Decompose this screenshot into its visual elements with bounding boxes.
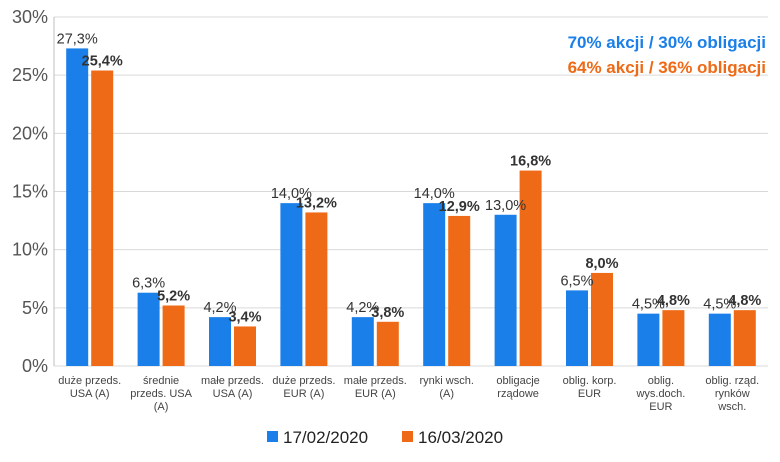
data-label-blue-5: 4,2% <box>346 300 379 316</box>
category-label-line: obligacje <box>496 375 539 387</box>
data-label-blue-4: 14,0% <box>271 186 312 202</box>
category-label-line: USA (A) <box>213 388 253 400</box>
data-label-blue-3: 4,2% <box>203 300 236 316</box>
category-label-line: średnie <box>143 375 179 387</box>
category-label-line: wys.doch. <box>635 388 685 400</box>
bar-orange-3 <box>234 326 256 366</box>
category-label-line: duże przeds. <box>272 375 335 387</box>
legend-swatch-orange <box>402 431 413 442</box>
bar-blue-5 <box>351 317 374 366</box>
category-label-3: małe przeds. USA (A) <box>201 375 264 400</box>
category-label-line: EUR (A) <box>355 388 396 400</box>
data-label-blue-7: 13,0% <box>485 198 526 214</box>
bar-orange-2 <box>162 305 185 366</box>
legend: 17/02/2020 16/03/2020 <box>267 428 503 447</box>
y-tick-label: 20% <box>12 123 48 143</box>
data-label-blue-10: 4,5% <box>703 297 736 313</box>
bar-orange-9 <box>662 310 685 366</box>
category-label-line: wsch. <box>717 401 746 413</box>
category-label-2: średnie przeds. USA (A) <box>130 375 192 413</box>
data-labels: 27,3%25,4%6,3%5,2%4,2%3,4%14,0%13,2%4,2%… <box>57 31 762 325</box>
category-label-line: EUR (A) <box>283 388 324 400</box>
legend-label-series-1: 17/02/2020 <box>283 428 368 447</box>
bar-blue-1 <box>66 48 89 366</box>
y-tick-label: 30% <box>12 7 48 27</box>
legend-swatch-blue <box>267 431 278 442</box>
data-label-orange-1: 25,4% <box>82 54 123 70</box>
data-label-orange-4: 13,2% <box>296 195 337 211</box>
data-label-orange-5: 3,8% <box>371 305 404 321</box>
category-label-1: duże przeds. USA (A) <box>58 375 121 400</box>
category-label-line: przeds. USA <box>130 388 192 400</box>
category-labels: duże przeds. USA (A)średnie przeds. USA (A)… <box>58 375 759 413</box>
category-label-8: oblig. korp. EUR <box>563 375 617 400</box>
bar-orange-7 <box>519 170 542 366</box>
y-tick-label: 25% <box>12 65 48 85</box>
bar-orange-4 <box>305 212 328 366</box>
data-label-orange-9: 4,8% <box>657 293 690 309</box>
data-label-orange-6: 12,9% <box>439 199 480 215</box>
data-label-blue-1: 27,3% <box>57 31 98 47</box>
annotation-orange: 64% akcji / 36% obligacji <box>568 58 766 77</box>
y-tick-label: 10% <box>12 240 48 260</box>
data-label-orange-3: 3,4% <box>228 309 261 325</box>
category-label-line: rynki wsch. <box>419 375 473 387</box>
bar-orange-10 <box>733 310 756 366</box>
category-label-5: małe przeds. EUR (A) <box>344 375 407 400</box>
category-label-line: rządowe <box>497 388 539 400</box>
bar-blue-6 <box>423 203 446 366</box>
axes: 0% 5% 10% 15% 20% 25% 30% <box>12 7 768 376</box>
bars <box>66 48 756 366</box>
data-label-blue-8: 6,5% <box>560 273 593 289</box>
data-label-orange-8: 8,0% <box>585 256 618 272</box>
category-label-line: małe przeds. <box>201 375 264 387</box>
data-label-blue-9: 4,5% <box>632 297 665 313</box>
bar-blue-2 <box>137 292 160 366</box>
category-label-6: rynki wsch. (A) <box>419 375 473 400</box>
bar-orange-5 <box>376 321 399 366</box>
bar-blue-8 <box>566 290 588 366</box>
category-label-line: małe przeds. <box>344 375 407 387</box>
y-tick-label: 5% <box>22 298 48 318</box>
category-label-line: rynków <box>715 388 750 400</box>
y-tick-label: 0% <box>22 356 48 376</box>
category-label-line: USA (A) <box>70 388 110 400</box>
annotation-blue: 70% akcji / 30% obligacji <box>568 33 766 52</box>
data-label-orange-2: 5,2% <box>157 289 190 305</box>
bar-blue-4 <box>280 203 303 366</box>
bar-orange-1 <box>91 70 114 366</box>
y-tick-label: 15% <box>12 182 48 202</box>
category-label-line: EUR <box>578 388 601 400</box>
legend-label-series-2: 16/03/2020 <box>418 428 503 447</box>
bar-blue-3 <box>209 317 231 366</box>
category-label-7: obligacje rządowe <box>496 375 539 400</box>
data-label-orange-7: 16,8% <box>510 154 551 170</box>
bar-blue-10 <box>708 313 731 366</box>
bar-orange-6 <box>448 215 471 366</box>
bar-orange-8 <box>591 272 613 366</box>
data-label-blue-2: 6,3% <box>132 276 165 292</box>
category-label-line: oblig. <box>648 375 674 387</box>
category-label-line: (A) <box>439 388 454 400</box>
category-label-line: duże przeds. <box>58 375 121 387</box>
category-label-line: oblig. rząd. <box>705 375 759 387</box>
category-label-10: oblig. rząd. rynków wsch. <box>705 375 759 413</box>
data-label-orange-10: 4,8% <box>728 293 761 309</box>
bar-blue-9 <box>637 313 660 366</box>
category-label-4: duże przeds. EUR (A) <box>272 375 335 400</box>
bar-blue-7 <box>494 214 517 366</box>
category-label-line: EUR <box>649 401 672 413</box>
data-label-blue-6: 14,0% <box>414 186 455 202</box>
category-label-line: oblig. korp. <box>563 375 617 387</box>
category-label-line: (A) <box>154 401 169 413</box>
category-label-9: oblig. wys.doch. EUR <box>635 375 685 413</box>
